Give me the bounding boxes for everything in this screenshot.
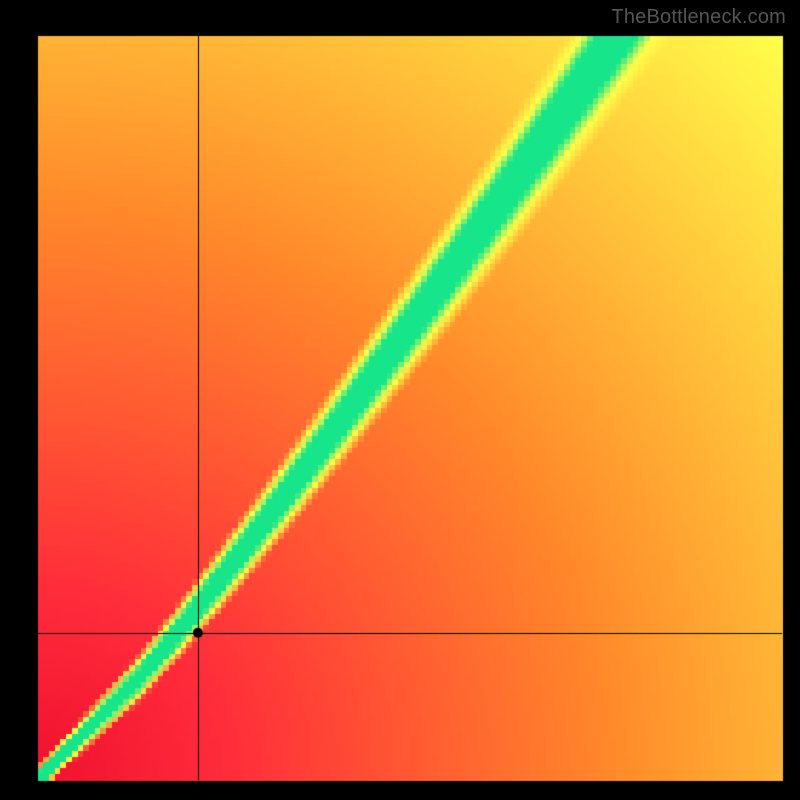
- watermark-text: TheBottleneck.com: [611, 6, 786, 29]
- chart-container: TheBottleneck.com: [0, 0, 800, 800]
- bottleneck-heatmap: [0, 0, 800, 800]
